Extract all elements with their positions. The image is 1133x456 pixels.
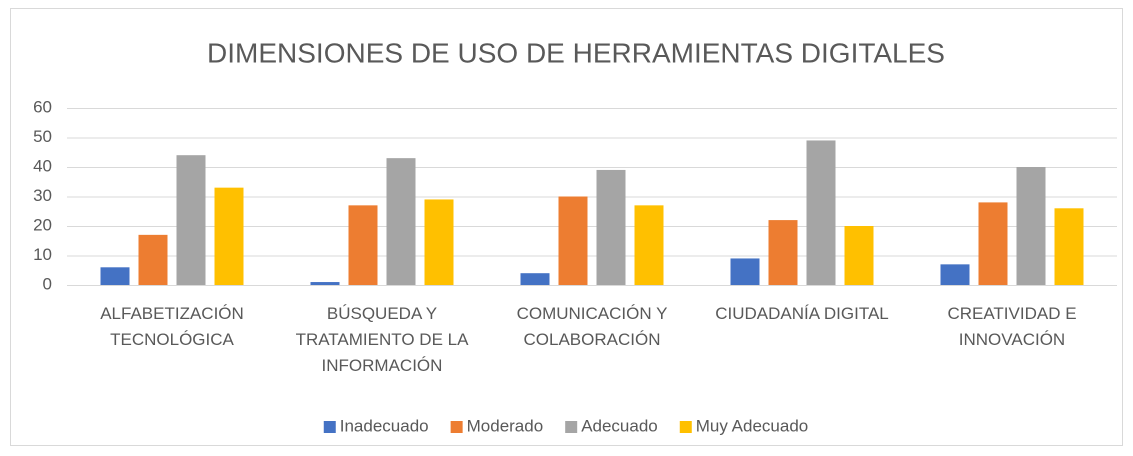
y-tick-label: 50 [33,127,52,146]
bar [348,205,378,285]
x-tick-label: BÚSQUEDA Y TRATAMIENTO DE LA INFORMACIÓN [295,304,469,375]
bar [1054,208,1084,285]
bar [978,202,1008,285]
bar [768,220,798,285]
x-tick-label: CREATIVIDAD E INNOVACIÓN [947,304,1077,349]
y-tick-label: 20 [33,215,52,234]
legend-swatch [323,421,336,433]
legend-label: Adecuado [581,416,658,435]
bar [176,155,206,285]
bar [424,199,454,285]
bar [100,267,130,285]
y-tick-label: 30 [33,186,52,205]
bar [844,226,874,285]
chart-title: DIMENSIONES DE USO DE HERRAMIENTAS DIGIT… [207,37,945,68]
bar [596,169,626,285]
bar [940,264,970,285]
bar [138,234,168,285]
bar [730,258,760,285]
y-tick-label: 10 [33,245,52,264]
y-tick-label: 40 [33,156,52,175]
bar [310,282,340,285]
bar [214,187,244,285]
legend-label: Inadecuado [340,416,429,435]
x-tick-label: ALFABETIZACIÓN TECNOLÓGICA [100,304,244,349]
bar [1016,167,1046,285]
legend-label: Muy Adecuado [696,416,808,435]
y-tick-label: 60 [33,97,52,116]
x-tick-label: CIUDADANÍA DIGITAL [715,304,889,323]
bar [386,158,416,285]
legend-label: Moderado [467,416,544,435]
bar [634,205,664,285]
x-tick-label: COMUNICACIÓN Y COLABORACIÓN [516,304,668,349]
legend-swatch [450,421,463,433]
legend-swatch [679,421,692,433]
bar [520,273,550,285]
bar [806,140,836,285]
y-tick-label: 0 [43,274,52,293]
bar [558,196,588,285]
legend-swatch [565,421,578,433]
